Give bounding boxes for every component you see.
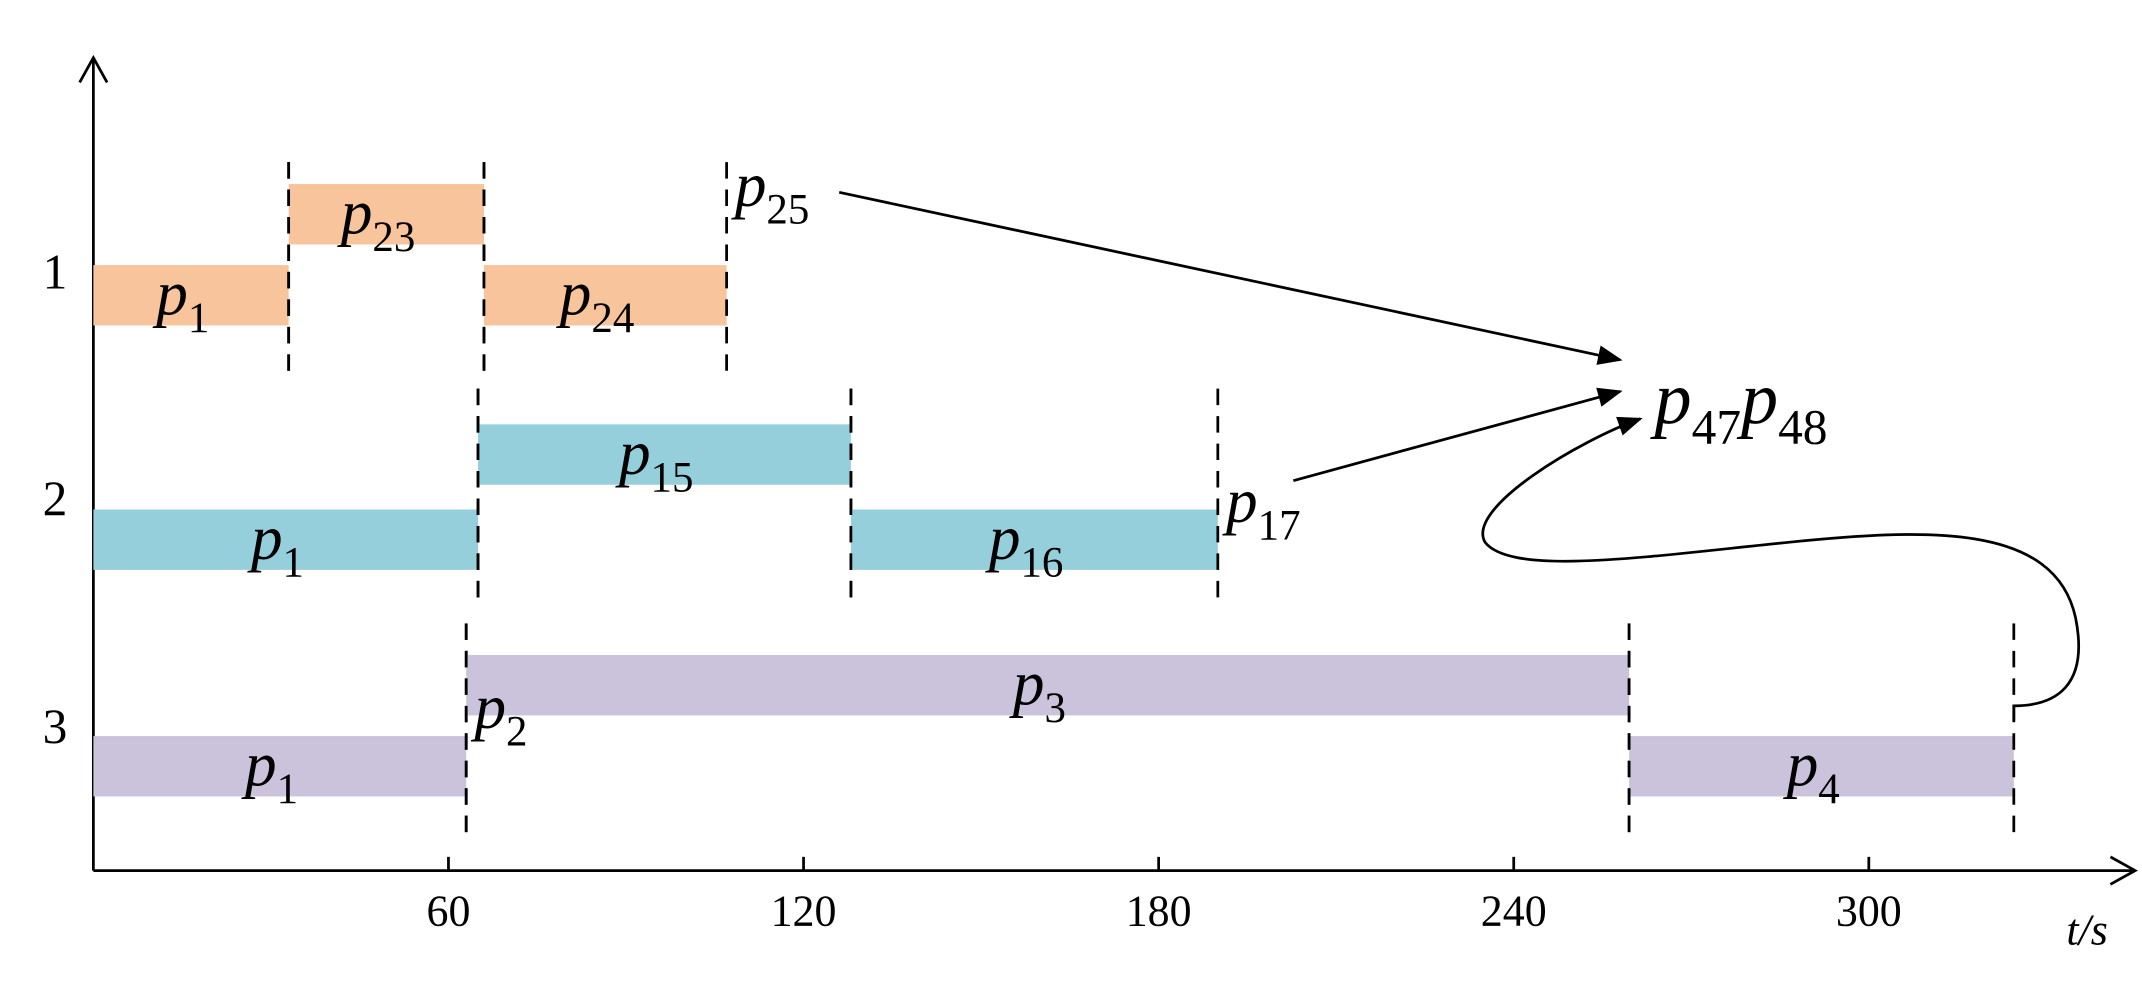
- label-sub: 1: [188, 295, 209, 342]
- label-base: p: [556, 259, 592, 329]
- label-sub: 1: [277, 766, 298, 813]
- task-bar: [1629, 736, 2014, 797]
- label-base: p: [337, 177, 373, 247]
- task-label: p16: [985, 503, 1064, 587]
- x-tick-label: 240: [1481, 887, 1547, 936]
- label-sub: 15: [651, 454, 694, 501]
- label-base: p: [1783, 729, 1819, 799]
- label-base: p: [1736, 358, 1778, 440]
- x-tick-label: 60: [426, 887, 470, 936]
- label-sub: 1: [283, 540, 304, 587]
- label-sub: 25: [766, 187, 809, 234]
- arrow: [1292, 387, 1623, 482]
- label-base: p: [1650, 358, 1692, 440]
- task-bar: [850, 509, 1218, 570]
- arrow: [838, 190, 1623, 365]
- task-label: p3: [1009, 648, 1066, 732]
- task-bar: [483, 265, 727, 326]
- task-bar: [288, 184, 484, 245]
- task-bar: [93, 509, 479, 570]
- label-sub: 24: [591, 295, 634, 342]
- row-label: 2: [43, 471, 68, 526]
- marker-label: p2: [470, 672, 527, 756]
- x-tick-label: 180: [1126, 887, 1192, 936]
- label-base: p: [985, 503, 1021, 573]
- arrow: [1481, 416, 2081, 721]
- label-base: p: [731, 150, 767, 220]
- label-sub: 17: [1258, 503, 1301, 550]
- label-sub: 2: [506, 708, 527, 755]
- label-sub: 3: [1044, 685, 1065, 732]
- label-base: p: [152, 259, 188, 329]
- x-tick-label: 300: [1836, 887, 1902, 936]
- target-label: p47p48: [1650, 358, 1828, 455]
- task-label: p1: [247, 503, 304, 587]
- label-base: p: [1222, 466, 1258, 536]
- task-bar: [478, 424, 851, 485]
- label-sub: 4: [1818, 766, 1839, 813]
- label-base: p: [470, 672, 506, 742]
- label-base: p: [247, 503, 283, 573]
- label-base: p: [241, 729, 277, 799]
- marker-label: p25: [731, 150, 810, 234]
- label-sub: 47: [1692, 400, 1741, 455]
- label-sub: 48: [1778, 400, 1827, 455]
- task-label: p4: [1783, 729, 1840, 813]
- task-label: p23: [337, 177, 416, 261]
- task-bar: [93, 736, 467, 797]
- x-tick-label: 120: [771, 887, 837, 936]
- task-label: p1: [241, 729, 298, 813]
- y-axis-arrow: [78, 54, 109, 84]
- x-axis-arrow: [2109, 855, 2138, 886]
- row-label: 3: [43, 699, 68, 754]
- label-base: p: [1009, 648, 1045, 718]
- label-sub: 16: [1020, 540, 1063, 587]
- task-label: p15: [615, 418, 694, 502]
- task-bar: [466, 655, 1630, 716]
- marker-label: p17: [1222, 466, 1301, 550]
- task-bar: [93, 265, 289, 326]
- x-axis-label: t/s: [2066, 906, 2108, 955]
- label-sub: 23: [372, 214, 415, 261]
- row-label: 1: [43, 244, 68, 299]
- task-label: p24: [556, 259, 635, 343]
- task-label: p1: [152, 259, 209, 343]
- label-base: p: [615, 418, 651, 488]
